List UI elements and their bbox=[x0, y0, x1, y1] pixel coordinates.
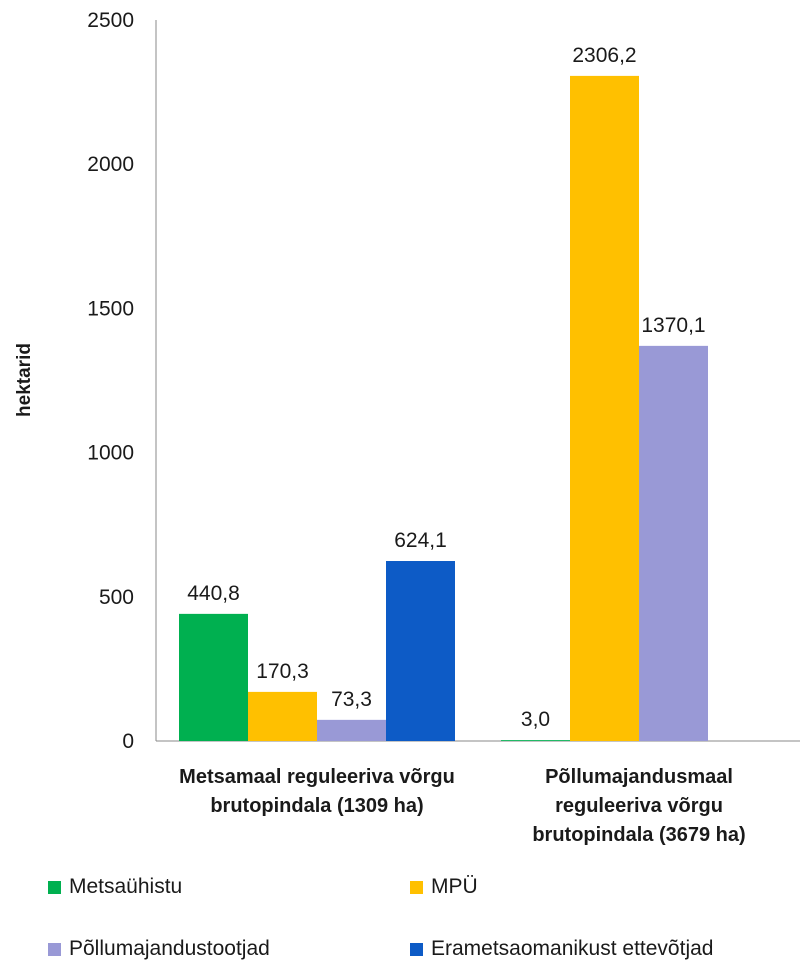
y-tick-label: 500 bbox=[99, 586, 134, 609]
legend-swatch bbox=[410, 880, 423, 894]
bar bbox=[501, 740, 570, 741]
data-label: 1370,1 bbox=[641, 314, 705, 337]
category-label: Metsamaal reguleeriva võrgu bbox=[179, 766, 455, 788]
y-tick-label: 0 bbox=[122, 730, 134, 753]
data-label: 170,3 bbox=[256, 660, 309, 683]
category-label: brutopindala (3679 ha) bbox=[532, 824, 745, 846]
legend-item: Erametsaomanikust ettevõtjad bbox=[410, 937, 713, 961]
legend-swatch bbox=[410, 942, 423, 956]
bar bbox=[570, 75, 639, 742]
legend-swatch bbox=[48, 880, 61, 894]
legend-label: Põllumajandustootjad bbox=[69, 937, 270, 960]
y-tick-label: 2500 bbox=[87, 9, 134, 32]
bar bbox=[386, 561, 455, 741]
data-label: 440,8 bbox=[187, 582, 240, 605]
data-label: 624,1 bbox=[394, 529, 447, 552]
bar bbox=[248, 691, 317, 741]
y-tick-label: 2000 bbox=[87, 153, 134, 176]
data-label: 2306,2 bbox=[572, 44, 636, 67]
bar bbox=[317, 719, 386, 741]
bar bbox=[639, 345, 708, 741]
legend-label: MPÜ bbox=[431, 875, 478, 898]
data-label: 3,0 bbox=[521, 708, 550, 731]
category-label: brutopindala (1309 ha) bbox=[210, 795, 423, 817]
category-label: reguleeriva võrgu bbox=[555, 795, 723, 817]
legend-swatch bbox=[48, 942, 61, 956]
data-label: 73,3 bbox=[331, 688, 372, 711]
legend-label: Erametsaomanikust ettevõtjad bbox=[431, 937, 714, 960]
category-label: Põllumajandusmaal bbox=[545, 766, 733, 788]
legend-label: Metsaühistu bbox=[69, 875, 183, 898]
legend-item: Metsaühistu bbox=[48, 875, 182, 899]
category-labels: Metsamaal reguleeriva võrgu brutopindala … bbox=[179, 766, 746, 846]
y-tick-label: 1000 bbox=[87, 442, 134, 465]
y-axis-ticks: 0 500 1000 1500 2000 2500 bbox=[87, 9, 134, 753]
bar bbox=[179, 613, 248, 741]
y-axis-label: hektarid bbox=[14, 343, 35, 417]
bars bbox=[179, 75, 708, 742]
legend-item: MPÜ bbox=[410, 875, 478, 899]
legend-item: Põllumajandustootjad bbox=[48, 937, 270, 961]
data-labels: 440,8 170,3 73,3 624,1 3,0 2306,2 1370,1 bbox=[187, 44, 705, 731]
y-tick-label: 1500 bbox=[87, 297, 134, 320]
